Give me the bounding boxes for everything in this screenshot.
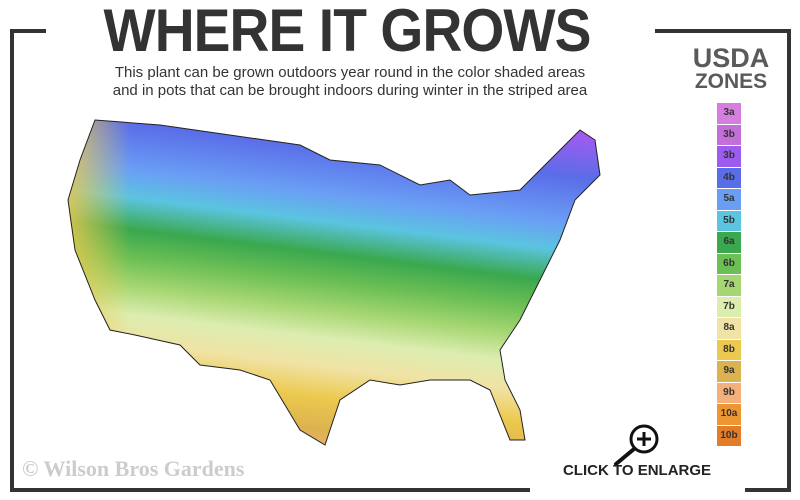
zone-legend: 3a 3b 3b 4b 5a 5b 6a 6b 7a 7b 8a 8b 9a 9b 10a 10b xyxy=(717,103,741,447)
legend-zone-3b: 3b xyxy=(717,124,741,145)
click-to-enlarge-button[interactable]: CLICK TO ENLARGE xyxy=(562,462,712,479)
frame-right xyxy=(787,29,791,492)
frame-bottom-left xyxy=(10,488,530,492)
legend-title: USDA ZONES xyxy=(676,43,786,94)
frame-bottom-right xyxy=(745,488,791,492)
legend-zone-8b: 8b xyxy=(717,339,741,360)
legend-zone-3b: 3b xyxy=(717,146,741,167)
frame-top-left xyxy=(10,29,46,33)
legend-zone-5b: 5b xyxy=(717,210,741,231)
frame-top-right xyxy=(655,29,791,33)
legend-zone-10b: 10b xyxy=(717,425,741,446)
legend-zone-4b: 4b xyxy=(717,167,741,188)
legend-title-line-1: USDA xyxy=(692,43,770,73)
legend-title-line-2: ZONES xyxy=(694,70,768,93)
legend-zone-9b: 9b xyxy=(717,382,741,403)
legend-zone-10a: 10a xyxy=(717,404,741,425)
page-title: WHERE IT GROWS xyxy=(103,0,592,64)
frame-left xyxy=(10,29,14,492)
legend-zone-8a: 8a xyxy=(717,318,741,339)
subtitle-line-1: This plant can be grown outdoors year ro… xyxy=(114,64,586,81)
subtitle-line-2: and in pots that can be brought indoors … xyxy=(112,82,588,99)
legend-zone-3a: 3a xyxy=(717,103,741,124)
subtitle: This plant can be grown outdoors year ro… xyxy=(50,64,650,100)
legend-zone-7b: 7b xyxy=(717,296,741,317)
magnifier-plus-icon[interactable] xyxy=(608,422,664,468)
legend-zone-9a: 9a xyxy=(717,361,741,382)
map-outline xyxy=(67,119,601,446)
legend-zone-7a: 7a xyxy=(717,275,741,296)
legend-zone-6a: 6a xyxy=(717,232,741,253)
legend-zone-5a: 5a xyxy=(717,189,741,210)
copyright-watermark: © Wilson Bros Gardens xyxy=(22,456,245,481)
legend-zone-6b: 6b xyxy=(717,253,741,274)
